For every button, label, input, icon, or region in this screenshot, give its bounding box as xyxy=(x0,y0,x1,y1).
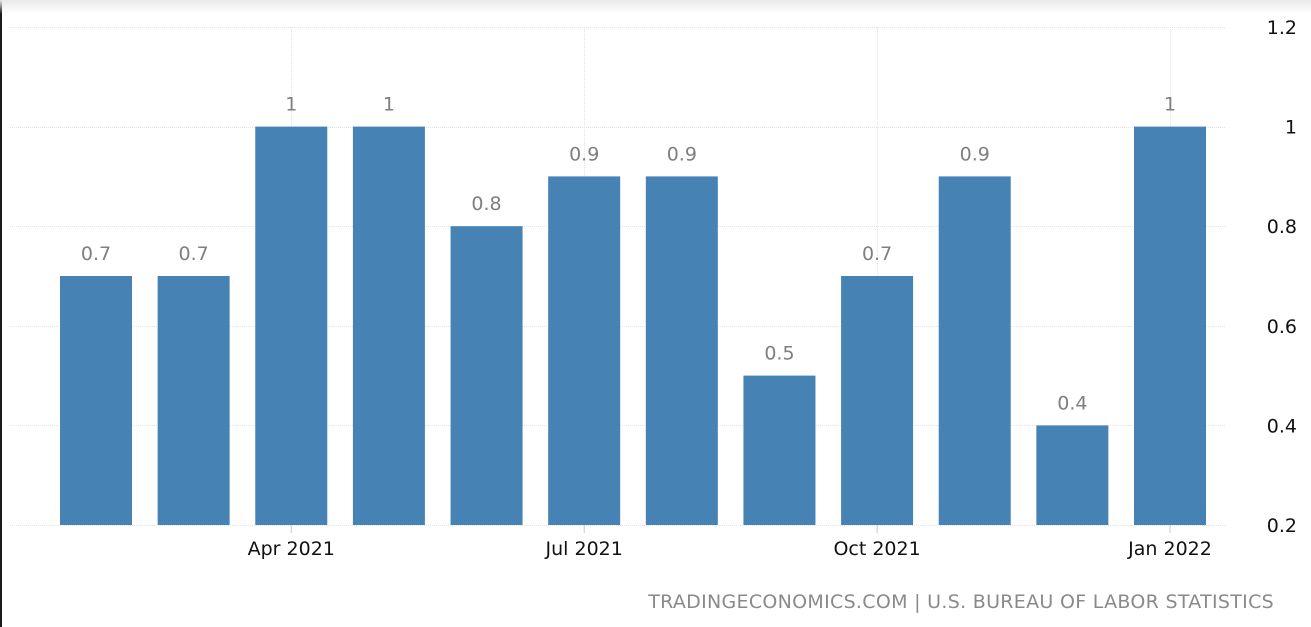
bar xyxy=(450,226,523,525)
bar xyxy=(1134,126,1206,525)
bar xyxy=(1036,425,1109,525)
x-tick-label: Apr 2021 xyxy=(248,538,335,560)
y-tick-label: 1 xyxy=(1285,117,1297,139)
top-shadow xyxy=(0,0,1311,14)
left-border xyxy=(0,0,2,627)
bar xyxy=(938,176,1011,525)
x-tick-label: Jul 2021 xyxy=(545,538,623,560)
bar-value-label: 1 xyxy=(1164,94,1176,116)
y-tick-label: 1.2 xyxy=(1267,17,1297,39)
bar-value-label: 0.7 xyxy=(862,243,892,265)
bar-value-label: 0.7 xyxy=(179,243,209,265)
bar-value-label: 1 xyxy=(285,94,297,116)
bar xyxy=(743,375,816,525)
bar xyxy=(352,126,425,525)
x-axis-ticks: Apr 2021 Jul 2021 Oct 2021 Jan 2022 xyxy=(248,525,1212,560)
bar-value-label: 0.5 xyxy=(764,343,794,365)
bar-value-label: 0.8 xyxy=(471,193,501,215)
y-tick-label: 0.4 xyxy=(1267,415,1297,437)
bars xyxy=(60,126,1206,525)
bar-value-label: 1 xyxy=(383,94,395,116)
y-tick-label: 0.8 xyxy=(1267,216,1297,238)
y-tick-label: 0.2 xyxy=(1267,515,1297,537)
bar xyxy=(548,176,621,525)
value-labels: 0.7 0.7 1 1 0.8 0.9 0.9 0.5 0.7 0.9 0.4 1 xyxy=(81,94,1176,415)
bar-value-label: 0.9 xyxy=(667,143,697,165)
source-credit: TRADINGECONOMICS.COM | U.S. BUREAU OF LA… xyxy=(648,591,1274,613)
bar xyxy=(841,276,914,525)
y-tick-label: 0.6 xyxy=(1267,316,1297,338)
x-tick-label: Jan 2022 xyxy=(1127,538,1212,560)
bar-value-label: 0.9 xyxy=(960,143,990,165)
bar-value-label: 0.9 xyxy=(569,143,599,165)
bar xyxy=(645,176,718,525)
bar xyxy=(255,126,328,525)
x-tick-label: Oct 2021 xyxy=(833,538,920,560)
bar-value-label: 0.7 xyxy=(81,243,111,265)
bar-value-label: 0.4 xyxy=(1057,392,1087,414)
y-axis-ticks: 0.2 0.4 0.6 0.8 1 1.2 xyxy=(1267,17,1297,537)
bar xyxy=(157,276,230,525)
bar xyxy=(60,276,132,525)
